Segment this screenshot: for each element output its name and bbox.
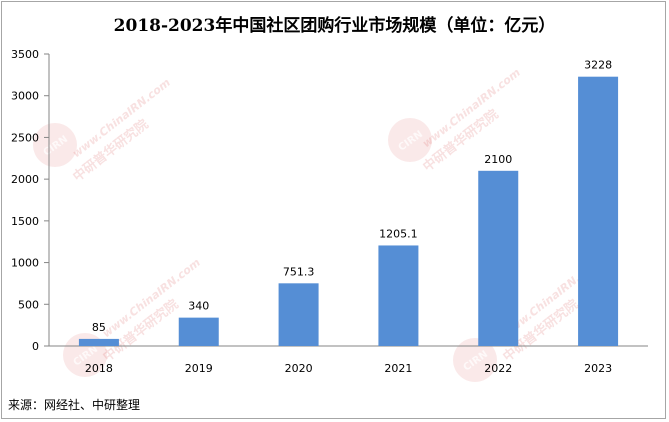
x-tick-label: 2019: [185, 362, 213, 375]
y-tick-label: 0: [32, 340, 39, 353]
data-label: 751.3: [283, 265, 315, 278]
y-tick-label: 3500: [11, 48, 39, 61]
data-label: 3228: [584, 59, 612, 72]
data-label: 340: [188, 300, 209, 313]
y-tick-label: 2000: [11, 173, 39, 186]
x-tick-label: 2021: [384, 362, 412, 375]
watermark-badge-icon: [453, 338, 497, 382]
source-note: 来源：网经社、中研整理: [8, 398, 141, 412]
y-tick-label: 1500: [11, 215, 39, 228]
y-tick-label: 2500: [11, 131, 39, 144]
y-tick-label: 500: [18, 298, 39, 311]
bar: [378, 245, 419, 346]
data-label: 2100: [484, 153, 512, 166]
watermark-badge-icon: [33, 123, 77, 167]
data-label: 1205.1: [379, 227, 418, 240]
x-tick-label: 2022: [484, 362, 512, 375]
chart-labels: 85 2018 340 2019 751.3 2020 1205.1 2021 2100 2022…: [85, 59, 612, 375]
chart-axes: 0 500 1000 1500 2000 2500 3000 3500: [11, 48, 648, 353]
bar: [78, 338, 119, 346]
bar: [178, 317, 219, 346]
x-tick-label: 2023: [584, 362, 612, 375]
watermark-badge-icon: [388, 118, 432, 162]
data-label: 85: [92, 321, 106, 334]
chart-bars: [78, 76, 619, 347]
chart-title: 2018-2023年中国社区团购行业市场规模（单位：亿元）: [113, 16, 556, 36]
x-tick-label: 2020: [285, 362, 313, 375]
bar: [478, 170, 519, 346]
bar: [578, 76, 619, 347]
y-tick-label: 3000: [11, 90, 39, 103]
bar: [278, 283, 319, 346]
y-tick-label: 1000: [11, 257, 39, 270]
x-tick-label: 2018: [85, 362, 113, 375]
